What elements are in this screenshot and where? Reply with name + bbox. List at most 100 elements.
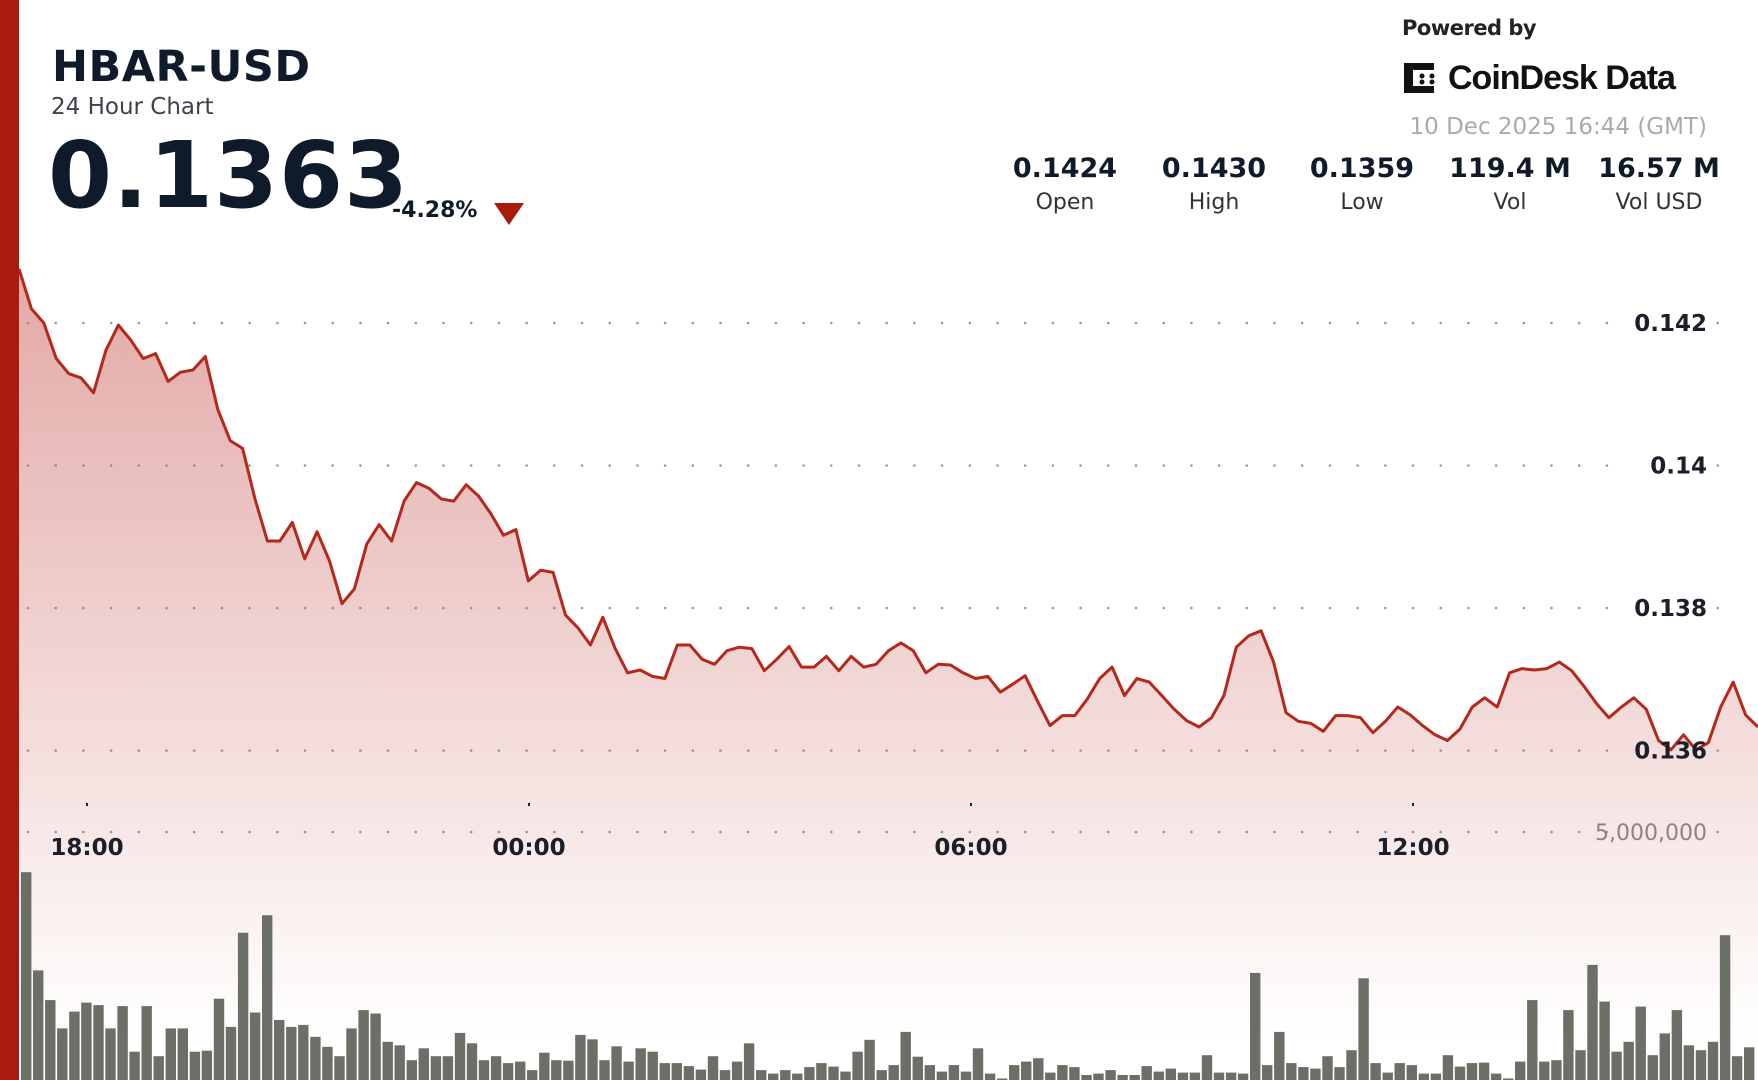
grid-dot <box>1577 606 1581 610</box>
grid-dot <box>774 606 778 610</box>
grid-dot <box>1107 321 1110 325</box>
volume-bar <box>731 1061 743 1080</box>
current-price: 0.1363 <box>48 122 410 229</box>
grid-dot <box>1134 464 1138 467</box>
volume-tick-label: 5,000,000 <box>1595 821 1707 846</box>
grid-dot <box>830 606 833 610</box>
volume-bar <box>1237 1073 1249 1080</box>
grid-dot <box>691 464 695 467</box>
volume-bar <box>93 1005 104 1080</box>
grid-dot <box>1467 606 1470 610</box>
volume-bar <box>478 1060 490 1080</box>
volume-bar <box>1611 1051 1622 1080</box>
volume-bar <box>1322 1056 1333 1080</box>
volume-bar <box>1141 1066 1152 1080</box>
volume-bar <box>792 1073 803 1080</box>
triangle-down-icon <box>494 203 524 225</box>
volume-bar <box>1334 1067 1345 1080</box>
y-tick-label: 0.142 <box>1634 311 1707 337</box>
grid-dot <box>719 464 722 467</box>
grid-dot <box>996 606 999 610</box>
x-tick-label: 06:00 <box>934 835 1007 861</box>
volume-bar <box>201 1050 213 1080</box>
grid-dot <box>885 606 888 610</box>
x-tick-mark <box>970 803 972 806</box>
price-area-fill <box>19 268 1758 1080</box>
coindesk-data-logo: CoinDesk Data <box>1402 56 1676 100</box>
volume-bar <box>33 970 44 1080</box>
grid-dot <box>746 606 750 610</box>
grid-dot <box>1190 606 1193 610</box>
grid-dot <box>1411 464 1415 467</box>
grid-dot <box>1300 464 1304 467</box>
grid-dot <box>1522 606 1526 610</box>
accent-bar <box>0 0 19 1080</box>
volume-bar <box>876 1070 887 1080</box>
stat-vol: 119.4 M Vol <box>1435 153 1585 215</box>
grid-dot <box>913 321 916 325</box>
grid-dot <box>82 321 85 325</box>
grid-dot <box>940 606 944 610</box>
grid-dot <box>1605 321 1609 325</box>
volume-bar <box>1490 1073 1502 1080</box>
grid-dot <box>1550 464 1553 467</box>
y-tick-label: 0.136 <box>1634 739 1707 765</box>
volume-bar <box>1129 1075 1140 1080</box>
volume-bar <box>551 1060 562 1080</box>
grid-dot <box>359 464 362 467</box>
volume-bar <box>430 1056 442 1080</box>
x-tick-label: 12:00 <box>1376 835 1449 861</box>
volume-bar <box>1647 1055 1658 1080</box>
volume-bar <box>1731 1056 1743 1080</box>
x-tick-mark <box>86 803 88 806</box>
volume-bar <box>1057 1065 1068 1080</box>
volume-bar <box>105 1028 116 1080</box>
volume-bar <box>237 932 249 1080</box>
grid-dot <box>636 606 639 610</box>
volume-bar <box>1045 1072 1056 1080</box>
volume-bar <box>57 1028 68 1080</box>
stat-value: 0.1430 <box>1161 153 1267 184</box>
grid-dot <box>303 464 307 467</box>
grid-dot <box>1494 321 1498 325</box>
y-tick-label: 0.14 <box>1650 454 1707 480</box>
volume-bar <box>1382 1072 1393 1080</box>
volume-bar <box>262 915 273 1080</box>
volume-bar <box>1659 1033 1670 1080</box>
axis-labels: 0.142 0.14 0.138 0.136 18:00 00:00 06:00 12:00 5… <box>50 311 1707 861</box>
grid-dot <box>1023 321 1027 325</box>
volume-bar <box>1021 1061 1032 1080</box>
grid-dot <box>1577 321 1581 325</box>
volume-bar <box>635 1048 646 1080</box>
grid-dot <box>913 464 916 467</box>
grid-dot <box>469 464 473 467</box>
grid-dot <box>442 464 445 467</box>
stat-open: 0.1424 Open <box>990 153 1140 215</box>
stat-value: 0.1359 <box>1309 153 1415 184</box>
volume-bar <box>924 1065 935 1080</box>
grid-dot <box>885 321 888 325</box>
volume-bar <box>1683 1045 1695 1080</box>
grid-dot <box>663 321 667 325</box>
volume-bar <box>1033 1058 1044 1080</box>
stat-label: Open <box>1035 190 1095 215</box>
grid-dot <box>1134 606 1138 610</box>
y-tick-label: 0.138 <box>1634 596 1707 622</box>
grid-dot <box>580 464 584 467</box>
grid-dot <box>497 464 501 467</box>
volume-bar <box>225 1026 237 1080</box>
grid-dot <box>857 464 861 467</box>
volume-bar <box>1117 1075 1128 1080</box>
volume-bar <box>310 1036 321 1080</box>
grid-dot <box>1245 464 1249 467</box>
grid-dot <box>940 321 944 325</box>
volume-bar <box>707 1056 719 1080</box>
volume-bar <box>153 1056 164 1080</box>
grid-dot <box>192 321 196 325</box>
grid-dot <box>497 321 501 325</box>
grid-dot <box>885 464 888 467</box>
grid-dot <box>1439 321 1442 325</box>
grid-dot <box>1522 464 1526 467</box>
volume-bar <box>213 998 225 1080</box>
